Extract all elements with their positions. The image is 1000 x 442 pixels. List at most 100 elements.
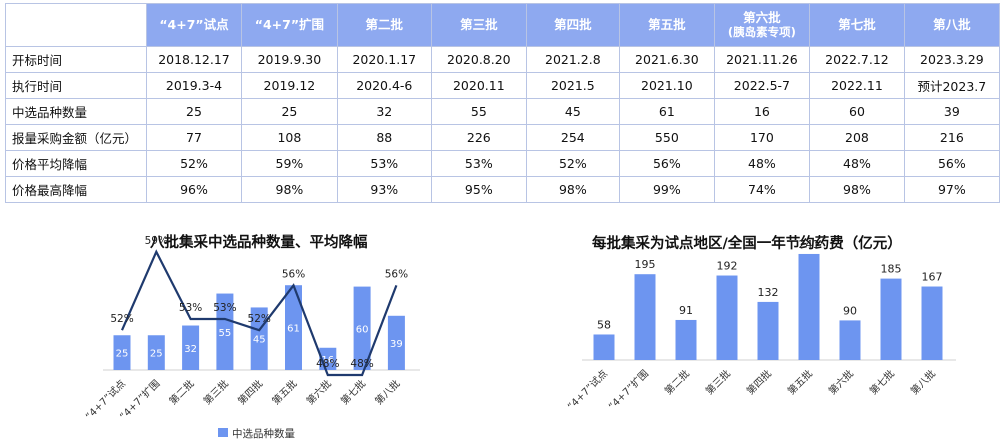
table-cell: 2022.11 [809, 72, 905, 99]
column-header-label: 第四批 [554, 17, 592, 32]
bar [216, 293, 234, 370]
bar-value-label: 25 [116, 349, 129, 360]
row-header: 报量采购金额（亿元） [5, 124, 147, 151]
bar-value-label: 32 [184, 344, 197, 355]
column-header-label: 第五批 [648, 17, 686, 32]
table-cell: 45 [525, 98, 621, 125]
table-cell: 2018.12.17 [145, 46, 243, 73]
column-header-label: 第六批 [743, 10, 781, 25]
bar-value-label: 241 [799, 238, 820, 251]
table-cell: 2022.7.12 [809, 46, 905, 73]
line-value-label: 48% [316, 358, 339, 370]
table-cell: 52% [145, 150, 243, 177]
row-header: 执行时间 [5, 72, 147, 99]
column-header-label: “4+7”扩围 [254, 17, 325, 32]
table-cell: 170 [713, 124, 811, 151]
bar [634, 274, 656, 360]
line-value-label: 52% [110, 313, 133, 325]
table-cell: 预计2023.7 [903, 72, 1000, 99]
bar-value-label: 132 [758, 286, 779, 299]
bar-value-label: 90 [843, 304, 857, 317]
line-value-label: 56% [385, 268, 408, 280]
x-tick-label: 第三批 [703, 367, 733, 397]
bar [113, 335, 131, 370]
avg-price-drop-line [120, 249, 398, 377]
row-header: 开标时间 [5, 46, 147, 73]
table-cell: 216 [903, 124, 1000, 151]
column-header-label: 第三批 [460, 17, 498, 32]
table-cell: 77 [145, 124, 243, 151]
table-cell: 2023.3.29 [903, 46, 1000, 73]
x-tick-label: 第八批 [372, 377, 402, 407]
line-value-label: 53% [179, 302, 202, 314]
table-cell: 2020.11 [431, 72, 527, 99]
table-cell: 550 [619, 124, 715, 151]
table-row: 执行时间 2019.3-4 2019.12 2020.4-6 2020.11 2021.5… [5, 72, 1000, 99]
line-value-label: 59% [145, 235, 168, 247]
table-cell: 48% [713, 150, 811, 177]
table-cell: 48% [809, 150, 905, 177]
table-cell: 2019.12 [241, 72, 338, 99]
table-cell: 16 [713, 98, 811, 125]
x-tick-label: 第五批 [785, 367, 815, 397]
table-cell: 2020.4-6 [336, 72, 433, 99]
x-tick-label: 第二批 [662, 367, 692, 397]
table-column-header: 第五批 [619, 3, 715, 47]
table-column-header: “4+7”试点 [145, 3, 243, 47]
table-row: 价格最高降幅 96% 98% 93% 95% 98% 99% 74% 98% 97% [5, 176, 1000, 203]
legend-label: 中选品种数量 [232, 427, 295, 440]
table-cell: 2021.2.8 [525, 46, 621, 73]
legend-swatch [218, 428, 228, 437]
table-corner-cell [5, 3, 147, 47]
bar-value-label: 91 [679, 304, 693, 317]
x-tick-label: 第七批 [338, 377, 368, 407]
chart-left-title: 八批集采中选品种数量、平均降幅 [150, 235, 368, 251]
bar-value-label: 167 [922, 271, 943, 284]
table-cell: 98% [525, 176, 621, 203]
line-value-label: 48% [350, 358, 373, 370]
bar-value-label: 16 [321, 355, 334, 366]
table-cell: 39 [903, 98, 1000, 125]
table-cell: 60 [809, 98, 905, 125]
x-tick-label: 第四批 [235, 377, 265, 407]
table-cell: 2021.6.30 [619, 46, 715, 73]
table-cell: 2021.10 [619, 72, 715, 99]
table-cell: 2020.8.20 [431, 46, 527, 73]
table-cell: 99% [619, 176, 715, 203]
table-cell: 53% [336, 150, 433, 177]
bar-value-label: 55 [219, 328, 232, 339]
table-cell: 98% [809, 176, 905, 203]
column-header-subtitle: (胰岛素专项) [727, 25, 796, 39]
bar-value-label: 195 [635, 258, 656, 271]
bar [716, 275, 738, 360]
row-header: 价格平均降幅 [5, 150, 147, 177]
table-row: 报量采购金额（亿元） 77 108 88 226 254 550 170 208 216 [5, 124, 1000, 151]
row-header: 价格最高降幅 [5, 176, 147, 203]
bar [593, 334, 615, 360]
table-cell: 53% [431, 150, 527, 177]
centralized-procurement-table: “4+7”试点 “4+7”扩围 第二批 第三批 第四批 第五批 第六批 (胰岛素专项) 第七批 第… [5, 3, 1000, 203]
x-tick-label: 第二批 [166, 377, 196, 407]
bar [353, 286, 371, 370]
x-tick-label: “4+7”扩围 [606, 367, 652, 413]
bar-value-label: 185 [881, 263, 902, 276]
table-cell: 226 [431, 124, 527, 151]
column-header-label: 第七批 [838, 17, 876, 32]
table-cell: 25 [241, 98, 338, 125]
bar [798, 253, 820, 360]
column-header-label: “4+7”试点 [159, 17, 229, 32]
table-cell: 93% [336, 176, 433, 203]
table-cell: 96% [145, 176, 243, 203]
column-header-label: 第二批 [365, 17, 404, 32]
bar [182, 325, 200, 370]
table-cell: 25 [145, 98, 243, 125]
bar-value-label: 39 [390, 339, 403, 350]
table-cell: 97% [903, 176, 1000, 203]
table-cell: 95% [431, 176, 527, 203]
bar [880, 278, 902, 360]
table-cell: 52% [525, 150, 621, 177]
bar-value-label: 45 [253, 335, 266, 346]
bar-value-label: 192 [717, 260, 738, 273]
x-tick-label: 第五批 [269, 377, 299, 407]
table-column-header: 第七批 [809, 3, 905, 47]
